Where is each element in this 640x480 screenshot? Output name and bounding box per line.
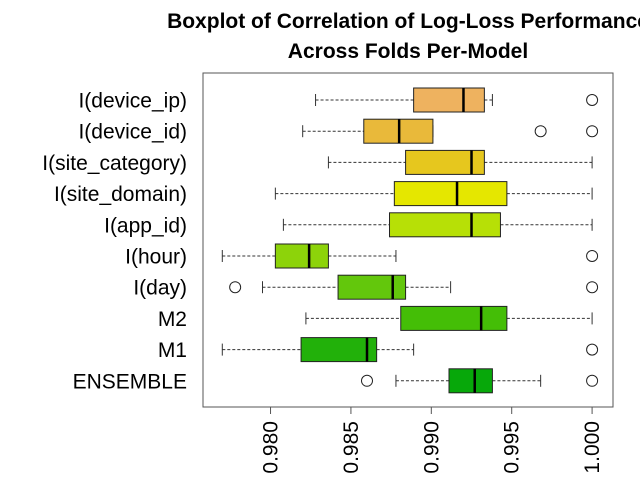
category-label: ENSEMBLE [73,370,187,393]
box-6: I(day) [133,274,599,300]
category-label: I(site_category) [42,152,187,175]
outlier-point [586,281,599,294]
outlier-point [586,94,599,106]
box-9: ENSEMBLE [73,368,599,394]
category-label: I(site_domain) [54,183,187,206]
iqr-box [300,337,378,363]
box-8: M1 [158,337,599,363]
x-tick-label: 0.990 [420,421,443,474]
chart-title-line-1: Boxplot of Correlation of Log-Loss Perfo… [167,10,640,33]
box-2: I(site_category) [42,149,593,175]
category-label: I(device_id) [78,121,187,144]
box-4: I(app_id) [104,212,593,238]
box-7: M2 [158,305,593,331]
iqr-box [389,212,501,238]
outlier-point [586,250,599,262]
iqr-box [400,305,508,331]
iqr-box [337,274,407,300]
outlier-point [586,125,599,138]
outlier-point [361,374,373,387]
outlier-point [586,374,599,387]
boxes-group: I(device_ip) I(device_id) I(site_category)… [42,87,599,394]
iqr-box [448,368,493,394]
x-tick-label: 1.000 [581,421,604,474]
chart-title-line-2: Across Folds Per-Model [288,40,528,63]
box-5: I(hour) [125,243,599,269]
category-label: M1 [158,339,187,362]
iqr-box [274,243,329,269]
box-1: I(device_id) [78,118,599,144]
box-3: I(site_domain) [54,181,593,207]
iqr-box [393,181,508,207]
x-tick-label: 0.985 [340,421,363,474]
x-axis: 0.980 0.985 0.990 0.995 1.000 [260,406,604,474]
category-label: I(device_ip) [78,90,187,113]
x-tick-label: 0.995 [501,421,524,474]
iqr-box [413,87,485,113]
x-tick-label: 0.980 [260,421,283,474]
category-label: M2 [158,308,187,331]
outlier-point [586,343,599,356]
category-label: I(hour) [125,246,187,269]
category-label: I(day) [133,277,187,300]
outlier-point [534,125,547,138]
box-0: I(device_ip) [78,87,599,113]
category-label: I(app_id) [104,214,187,237]
outlier-point [229,281,242,294]
